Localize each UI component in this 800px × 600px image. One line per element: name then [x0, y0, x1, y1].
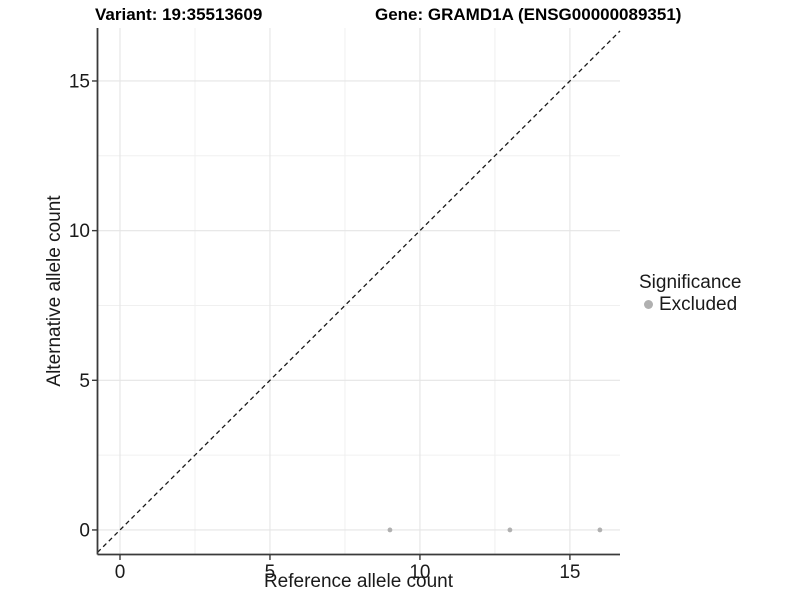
x-tick-label: 0 — [115, 562, 126, 583]
plot-title-gene: Gene: GRAMD1A (ENSG00000089351) — [375, 5, 682, 24]
y-tick-label: 15 — [69, 71, 90, 92]
legend-item-label: Excluded — [659, 294, 738, 315]
identity-line — [97, 30, 621, 553]
data-point — [387, 527, 393, 533]
x-axis-title: Reference allele count — [263, 571, 454, 592]
legend-item-excluded: Excluded — [639, 294, 741, 315]
plot-title-variant: Variant: 19:35513609 — [95, 5, 263, 24]
y-axis-title: Alternative allele count — [44, 195, 65, 387]
x-tick-label: 5 — [265, 562, 276, 583]
legend-title: Significance — [639, 272, 742, 293]
y-tick-label: 10 — [69, 221, 90, 242]
data-point — [597, 527, 603, 533]
excluded-point-swatch-icon — [644, 300, 653, 309]
y-tick-label: 0 — [79, 520, 90, 541]
legend: Significance Excluded — [639, 272, 741, 315]
x-tick-label: 10 — [409, 562, 430, 583]
y-tick-label: 5 — [79, 371, 90, 392]
data-point — [507, 527, 513, 533]
x-tick-label: 15 — [559, 562, 580, 583]
